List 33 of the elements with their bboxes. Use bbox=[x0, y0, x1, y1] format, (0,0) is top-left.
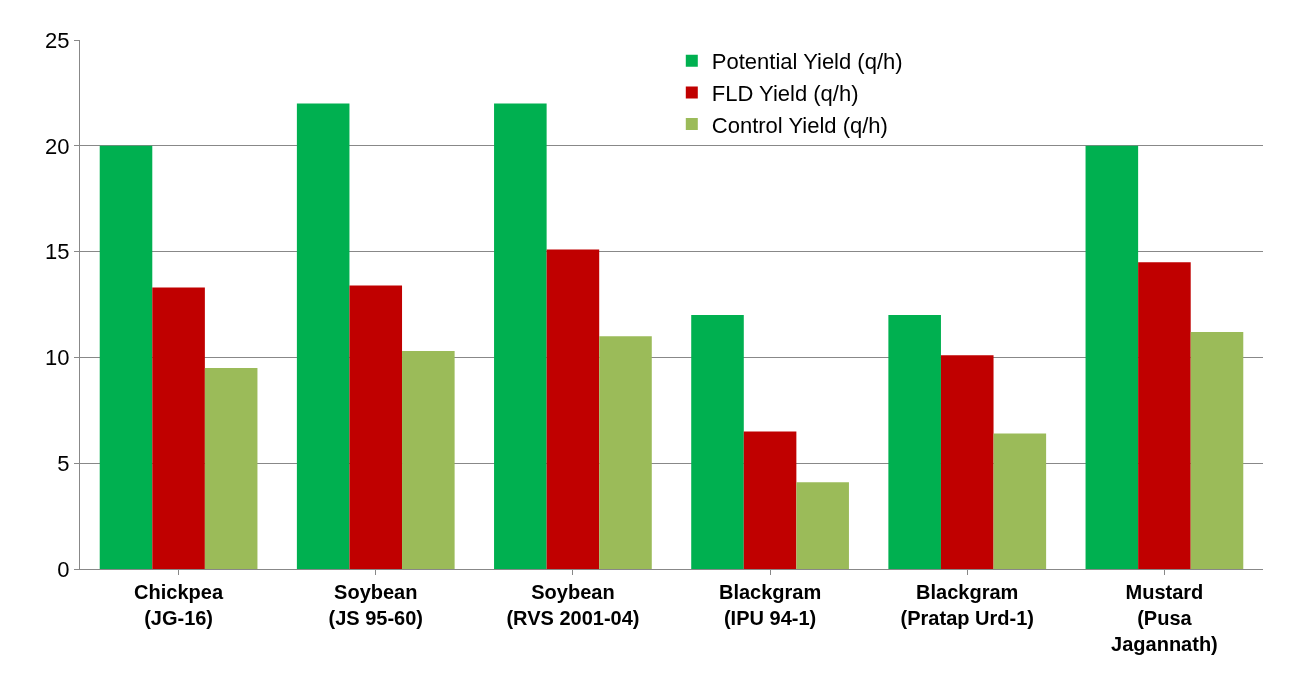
bar bbox=[993, 433, 1047, 569]
bar bbox=[296, 103, 350, 569]
bar bbox=[349, 285, 403, 569]
bar bbox=[494, 103, 547, 569]
x-tick-label: Blackgram (Pratap Urd-1) bbox=[900, 581, 1034, 629]
y-tick-label: 20 bbox=[45, 133, 70, 159]
y-tick-label: 10 bbox=[45, 345, 70, 371]
y-tick-label: 15 bbox=[45, 239, 70, 265]
bar bbox=[796, 482, 849, 569]
bar bbox=[940, 355, 994, 569]
bar bbox=[1138, 262, 1191, 569]
bar bbox=[1190, 332, 1244, 569]
bar bbox=[152, 287, 205, 569]
x-tick-label: Soybean (RVS 2001-04) bbox=[506, 581, 640, 629]
bar bbox=[888, 315, 941, 569]
bar bbox=[99, 145, 153, 569]
y-tick-label: 5 bbox=[57, 450, 70, 476]
y-tick-label: 25 bbox=[45, 27, 70, 53]
legend-label: Control Yield (q/h) bbox=[711, 112, 888, 138]
bar bbox=[204, 367, 258, 569]
bar bbox=[599, 336, 652, 569]
bar bbox=[691, 315, 744, 569]
bar bbox=[1085, 145, 1139, 569]
x-tick-label: Soybean (JS 95-60) bbox=[328, 581, 423, 629]
bar bbox=[743, 431, 797, 569]
legend-label: FLD Yield (q/h) bbox=[711, 80, 859, 106]
y-tick-label: 0 bbox=[57, 556, 70, 582]
bar bbox=[402, 351, 455, 569]
x-tick-label: Blackgram (IPU 94-1) bbox=[718, 581, 822, 629]
bar bbox=[546, 249, 600, 569]
x-tick-label: Mustard (Pusa Jagannath) bbox=[1111, 581, 1218, 655]
legend-label: Potential Yield (q/h) bbox=[711, 49, 903, 75]
x-tick-label: Chickpea (JG-16) bbox=[134, 581, 224, 629]
